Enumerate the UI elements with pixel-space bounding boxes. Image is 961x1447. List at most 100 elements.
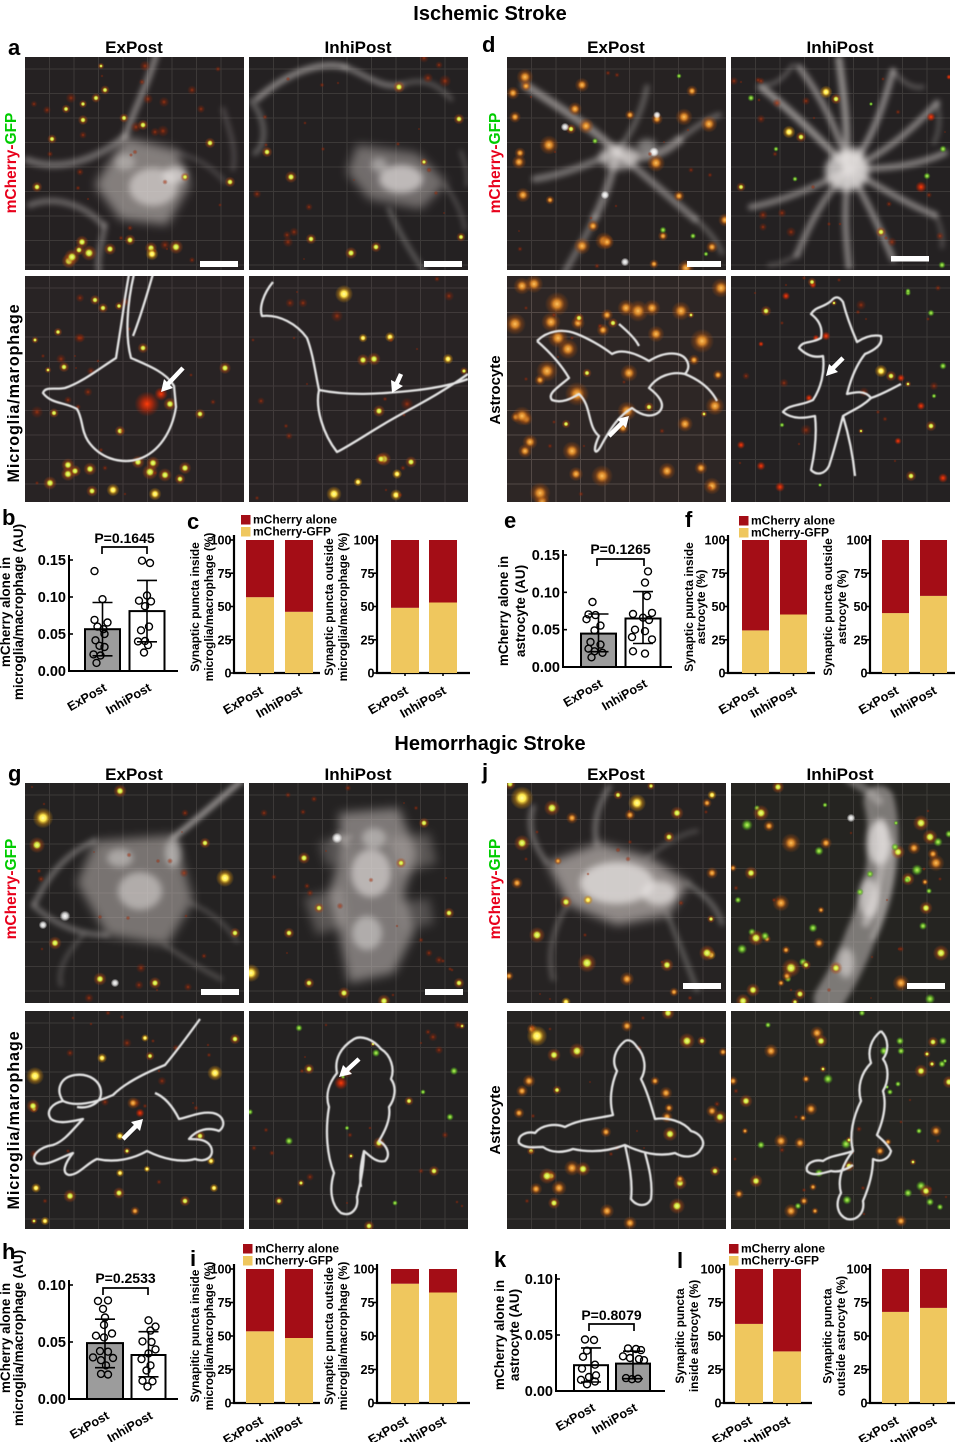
- svg-text:microglia/macrophage (%): microglia/macrophage (%): [202, 1262, 216, 1411]
- svg-text:astrocyte (%): astrocyte (%): [835, 570, 849, 645]
- svg-text:ExPost: ExPost: [587, 38, 645, 57]
- svg-text:d: d: [482, 32, 495, 57]
- svg-text:mCherry-GFP: mCherry-GFP: [487, 839, 504, 940]
- svg-text:0: 0: [718, 667, 725, 681]
- svg-text:InhiPost: InhiPost: [324, 38, 391, 57]
- svg-text:P=0.2533: P=0.2533: [95, 1270, 156, 1286]
- svg-text:Synapitic puncta: Synapitic puncta: [821, 1288, 835, 1384]
- svg-text:0: 0: [367, 1397, 374, 1411]
- svg-text:0.15: 0.15: [38, 553, 66, 569]
- svg-text:0: 0: [860, 667, 867, 681]
- svg-text:l: l: [677, 1248, 683, 1273]
- svg-text:i: i: [190, 1246, 196, 1271]
- svg-text:50: 50: [360, 1330, 374, 1344]
- svg-text:100: 100: [846, 534, 867, 548]
- svg-text:25: 25: [853, 633, 867, 647]
- svg-text:50: 50: [711, 600, 725, 614]
- svg-text:0.15: 0.15: [532, 548, 560, 564]
- svg-text:mCherry alone: mCherry alone: [253, 513, 337, 527]
- svg-text:0: 0: [224, 667, 231, 681]
- svg-text:75: 75: [360, 567, 374, 581]
- svg-text:100: 100: [210, 1263, 231, 1277]
- svg-text:0.10: 0.10: [38, 1278, 66, 1294]
- svg-text:mCherry-GFP: mCherry-GFP: [253, 525, 331, 539]
- svg-text:Microglia/marophage: Microglia/marophage: [5, 304, 23, 483]
- svg-text:mCherry alone in: mCherry alone in: [496, 556, 511, 666]
- svg-text:j: j: [481, 759, 488, 784]
- svg-text:mCherry alone in: mCherry alone in: [0, 557, 13, 667]
- svg-text:0.05: 0.05: [38, 627, 66, 643]
- svg-text:mCherry-GFP: mCherry-GFP: [3, 839, 20, 940]
- svg-text:0.10: 0.10: [525, 1272, 553, 1288]
- svg-text:75: 75: [217, 1296, 231, 1310]
- svg-text:astrocyte (%): astrocyte (%): [694, 570, 708, 645]
- svg-text:f: f: [685, 507, 693, 532]
- svg-text:Synaptic puncta outside: Synaptic puncta outside: [322, 538, 336, 676]
- svg-text:25: 25: [711, 633, 725, 647]
- svg-text:0.10: 0.10: [532, 585, 560, 601]
- svg-text:0.10: 0.10: [38, 590, 66, 606]
- svg-text:g: g: [8, 761, 21, 786]
- svg-text:microglia/macrophage (%): microglia/macrophage (%): [336, 1262, 350, 1411]
- svg-text:75: 75: [360, 1296, 374, 1310]
- svg-text:100: 100: [704, 534, 725, 548]
- svg-text:mCherry alone: mCherry alone: [741, 1242, 825, 1256]
- svg-text:ExPost: ExPost: [105, 38, 163, 57]
- svg-text:Synapitic puncta inside: Synapitic puncta inside: [188, 1269, 202, 1402]
- svg-text:25: 25: [217, 633, 231, 647]
- svg-text:InhiPost: InhiPost: [806, 38, 873, 57]
- svg-text:25: 25: [360, 1363, 374, 1377]
- svg-text:Microglia/marophage: Microglia/marophage: [5, 1031, 23, 1210]
- svg-text:mCherry alone in: mCherry alone in: [0, 1283, 13, 1393]
- svg-text:25: 25: [217, 1363, 231, 1377]
- svg-text:0.00: 0.00: [532, 660, 560, 676]
- svg-text:100: 100: [700, 1263, 721, 1277]
- svg-text:50: 50: [217, 600, 231, 614]
- svg-text:Ischemic Stroke: Ischemic Stroke: [413, 3, 566, 25]
- svg-text:ExPost: ExPost: [587, 765, 645, 784]
- svg-text:h: h: [2, 1239, 15, 1264]
- svg-text:0.05: 0.05: [38, 1335, 66, 1351]
- svg-text:P=0.8079: P=0.8079: [581, 1307, 642, 1323]
- svg-text:0.05: 0.05: [525, 1328, 553, 1344]
- svg-text:mCherry-GFP: mCherry-GFP: [487, 113, 504, 214]
- svg-text:25: 25: [707, 1363, 721, 1377]
- svg-text:mCherry alone: mCherry alone: [751, 514, 835, 528]
- svg-text:Astrocyte: Astrocyte: [487, 355, 504, 424]
- svg-text:25: 25: [360, 633, 374, 647]
- svg-text:astrocyte (AU): astrocyte (AU): [507, 1289, 522, 1381]
- svg-text:50: 50: [853, 1330, 867, 1344]
- svg-text:mCherry alone in: mCherry alone in: [492, 1280, 507, 1390]
- svg-text:e: e: [504, 508, 516, 533]
- svg-text:75: 75: [711, 567, 725, 581]
- svg-text:75: 75: [853, 1296, 867, 1310]
- svg-text:microglia/macrophage (AU): microglia/macrophage (AU): [11, 524, 26, 700]
- svg-text:50: 50: [707, 1330, 721, 1344]
- svg-text:Astrocyte: Astrocyte: [487, 1085, 504, 1154]
- svg-text:0.00: 0.00: [38, 664, 66, 680]
- svg-text:0: 0: [860, 1397, 867, 1411]
- svg-text:100: 100: [210, 534, 231, 548]
- svg-text:InhiPost: InhiPost: [806, 765, 873, 784]
- svg-text:75: 75: [707, 1296, 721, 1310]
- svg-text:mCherry alone: mCherry alone: [255, 1242, 339, 1256]
- svg-text:0: 0: [367, 667, 374, 681]
- svg-text:P=0.1265: P=0.1265: [590, 541, 651, 557]
- svg-text:InhiPost: InhiPost: [324, 765, 391, 784]
- svg-text:inside astrocyte (%): inside astrocyte (%): [687, 1280, 701, 1392]
- svg-text:microglia/macrophage (%): microglia/macrophage (%): [336, 533, 350, 682]
- svg-text:Synapitic puncta: Synapitic puncta: [673, 1288, 687, 1384]
- svg-text:mCherry-GFP: mCherry-GFP: [751, 526, 829, 540]
- svg-text:75: 75: [217, 567, 231, 581]
- svg-text:mCherry-GFP: mCherry-GFP: [3, 113, 20, 214]
- svg-text:mCherry-GFP: mCherry-GFP: [741, 1254, 819, 1268]
- svg-text:0: 0: [714, 1397, 721, 1411]
- svg-text:c: c: [187, 509, 199, 534]
- svg-text:k: k: [494, 1247, 507, 1272]
- svg-text:outside astrocyte (%): outside astrocyte (%): [834, 1276, 848, 1396]
- svg-text:100: 100: [353, 534, 374, 548]
- svg-text:mCherry-GFP: mCherry-GFP: [255, 1254, 333, 1268]
- svg-text:0.00: 0.00: [525, 1384, 553, 1400]
- svg-text:75: 75: [853, 567, 867, 581]
- svg-text:100: 100: [846, 1263, 867, 1277]
